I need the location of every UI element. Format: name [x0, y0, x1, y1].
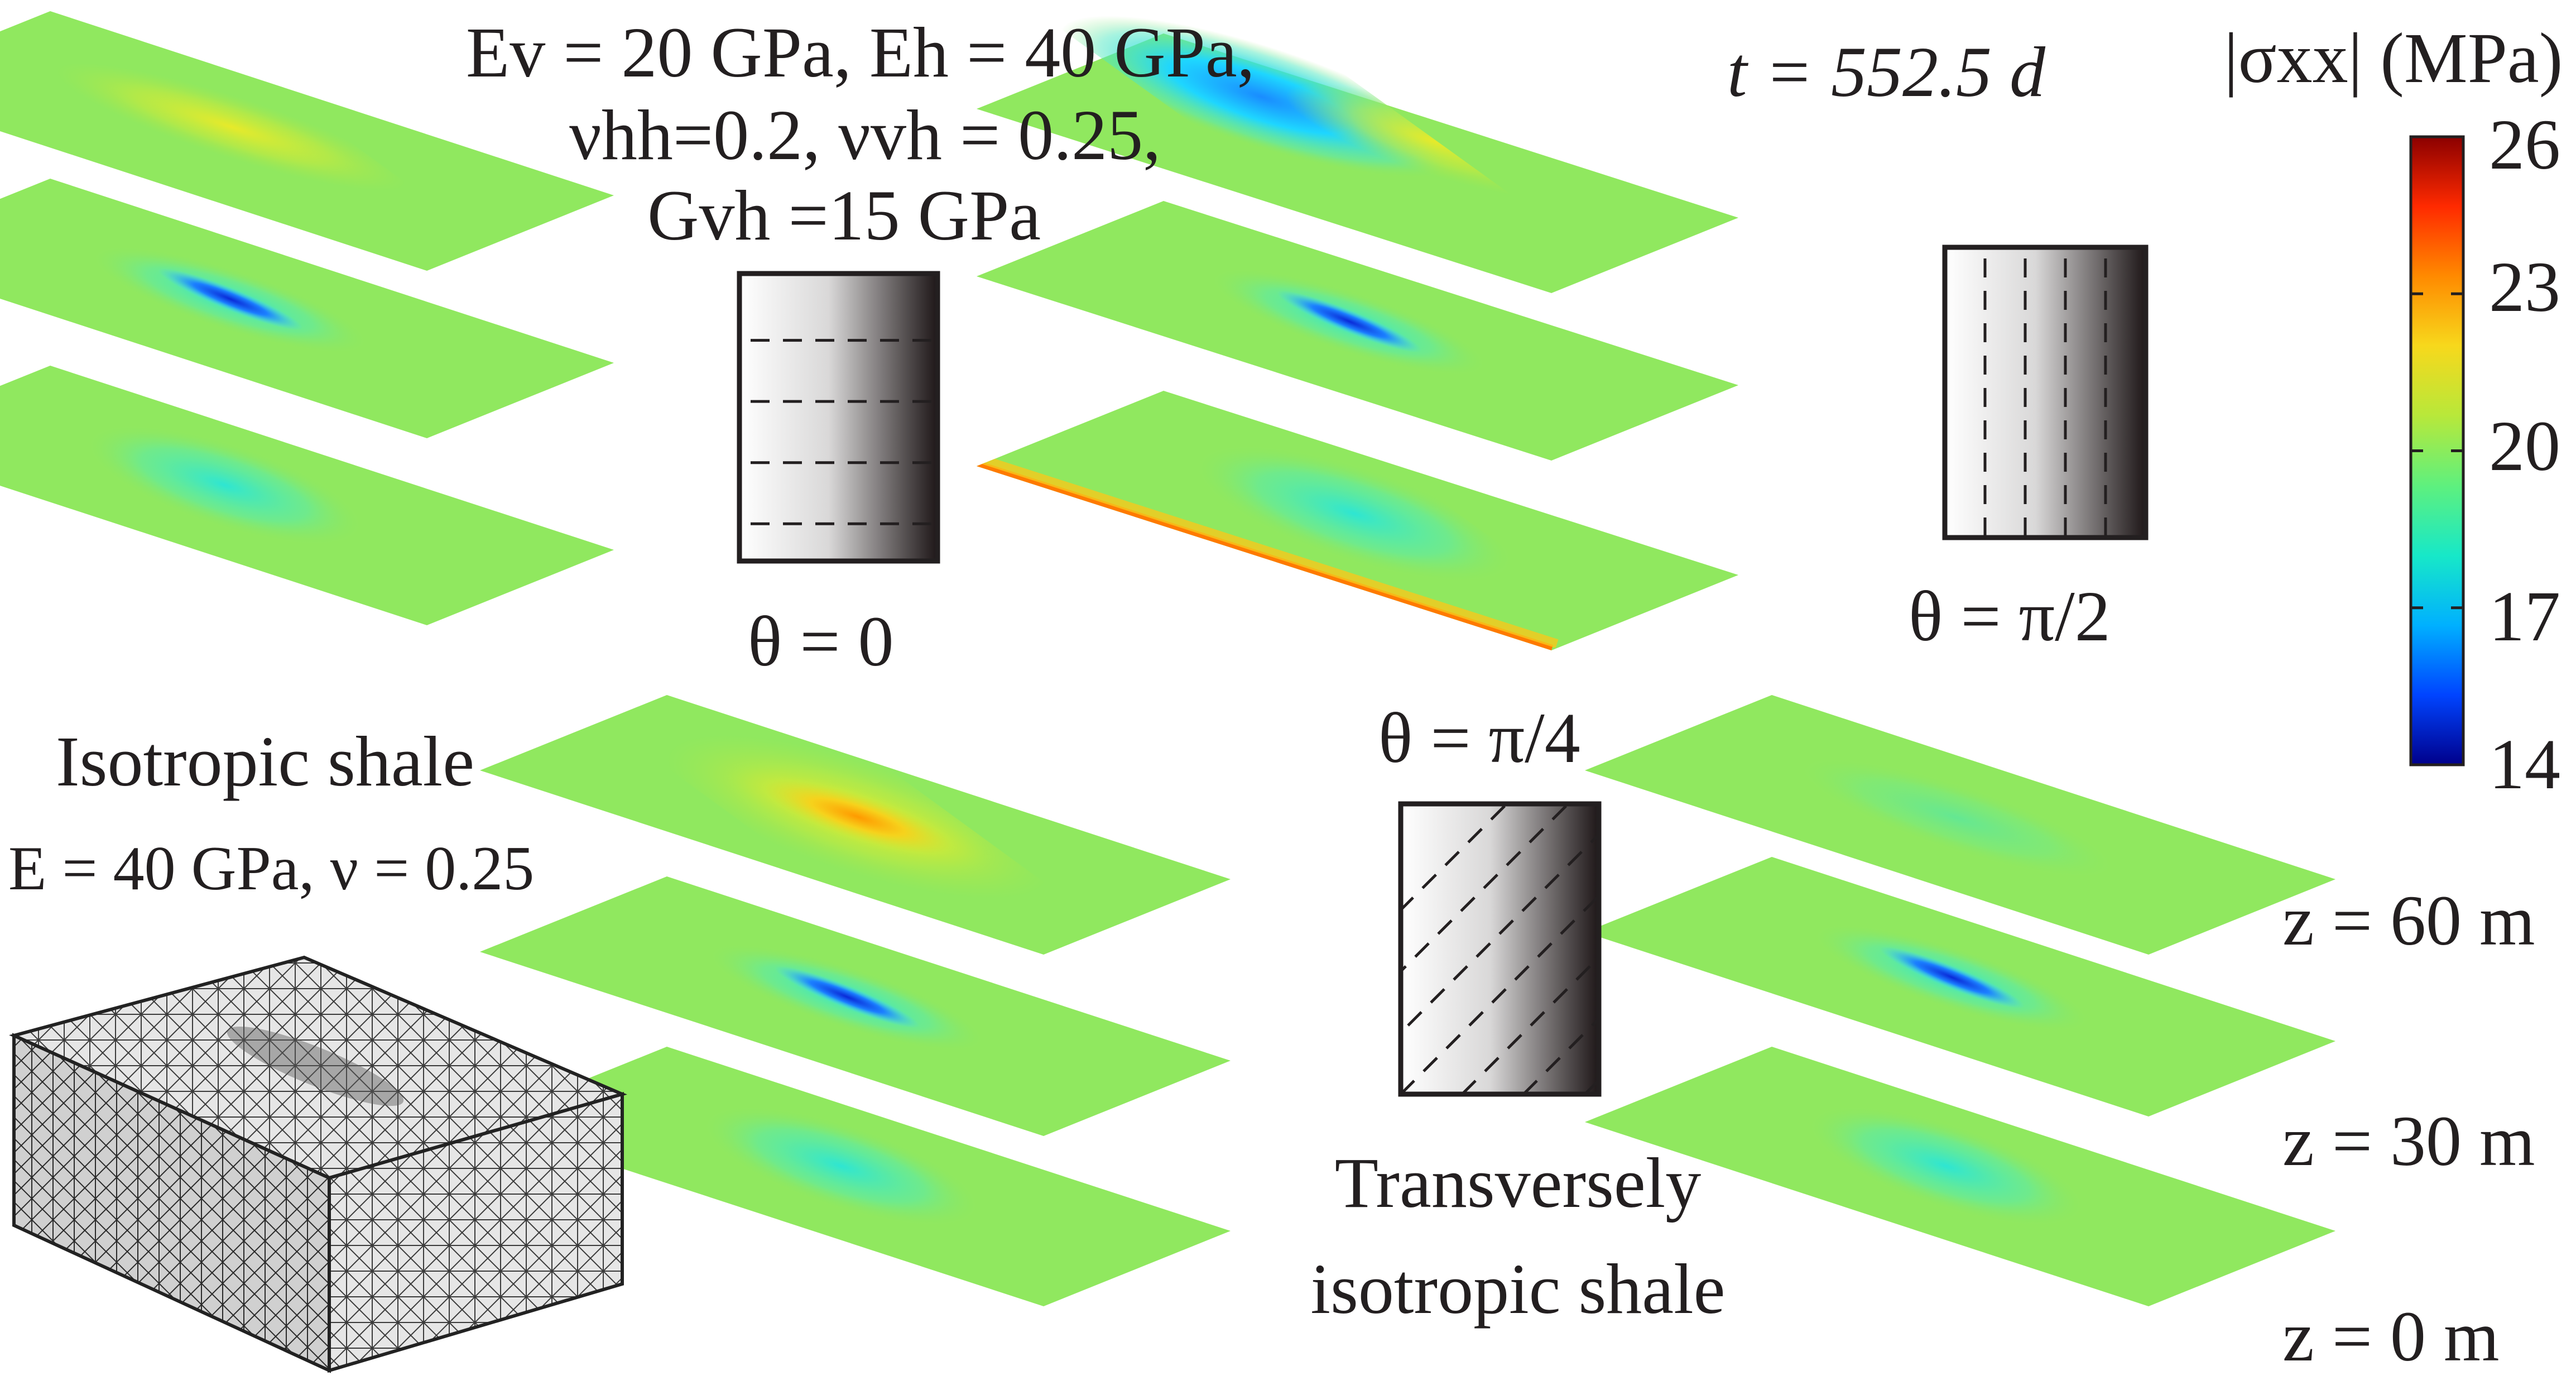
colorbar-tick-20: 20 — [2489, 406, 2560, 486]
isotropic-params: E = 40 GPa, ν = 0.25 — [8, 834, 535, 903]
depth-label-0: z = 0 m — [2282, 1297, 2500, 1376]
theta_pi4-slice-1 — [977, 201, 1738, 461]
colorbar-tick-23: 23 — [2489, 247, 2560, 327]
time-label: t = 552.5 d — [1727, 32, 2045, 112]
theta_0-slice-0 — [480, 695, 1231, 955]
theta_pi2-slice-2 — [1585, 1047, 2335, 1306]
mesh-block — [9, 955, 627, 1373]
colorbar-tick-17: 17 — [2489, 577, 2560, 656]
colorbar-title: |σxx| (MPa) — [2224, 18, 2563, 98]
bedding-boxes — [737, 245, 2149, 1097]
theta_pi4-slice-2 — [977, 391, 1738, 650]
depth-label-30: z = 30 m — [2282, 1101, 2535, 1181]
theta_pi4-slice-0 — [977, 16, 1738, 293]
isotropic-slice-0 — [0, 11, 614, 271]
colorbar-tick-26: 26 — [2489, 105, 2560, 184]
transverse-title-line2: isotropic shale — [1310, 1249, 1726, 1329]
transverse-title-line1: Transversely — [1334, 1143, 1702, 1223]
isotropic-title: Isotropic shale — [56, 722, 474, 801]
isotropic-slice-2 — [0, 366, 614, 625]
theta_pi2-slice-1 — [1585, 857, 2335, 1116]
transverse-params-line1: Ev = 20 GPa, Eh = 40 GPa, — [466, 13, 1255, 92]
transverse-params-line3: Gvh =15 GPa — [647, 176, 1041, 255]
stress-slices — [0, 11, 2335, 1306]
theta_pi2-slice-0 — [1585, 695, 2335, 955]
bedding-box-0 — [737, 271, 940, 564]
bedding-box-2 — [1942, 245, 2149, 540]
theta-pi4-label: θ = π/4 — [1378, 698, 1580, 778]
colorbar-tick-14: 14 — [2489, 725, 2560, 804]
theta_0-slice-2 — [480, 1047, 1231, 1306]
isotropic-slice-1 — [0, 179, 614, 438]
bedding-box-1 — [1398, 801, 1602, 1097]
transverse-params-line2: νhh=0.2, νvh = 0.25, — [569, 95, 1161, 175]
depth-label-60: z = 60 m — [2282, 881, 2535, 960]
colorbar — [2409, 135, 2465, 766]
theta_0-slice-1 — [480, 876, 1231, 1136]
theta-pi2-label: θ = π/2 — [1909, 577, 2111, 656]
theta-0-label: θ = 0 — [748, 602, 894, 681]
